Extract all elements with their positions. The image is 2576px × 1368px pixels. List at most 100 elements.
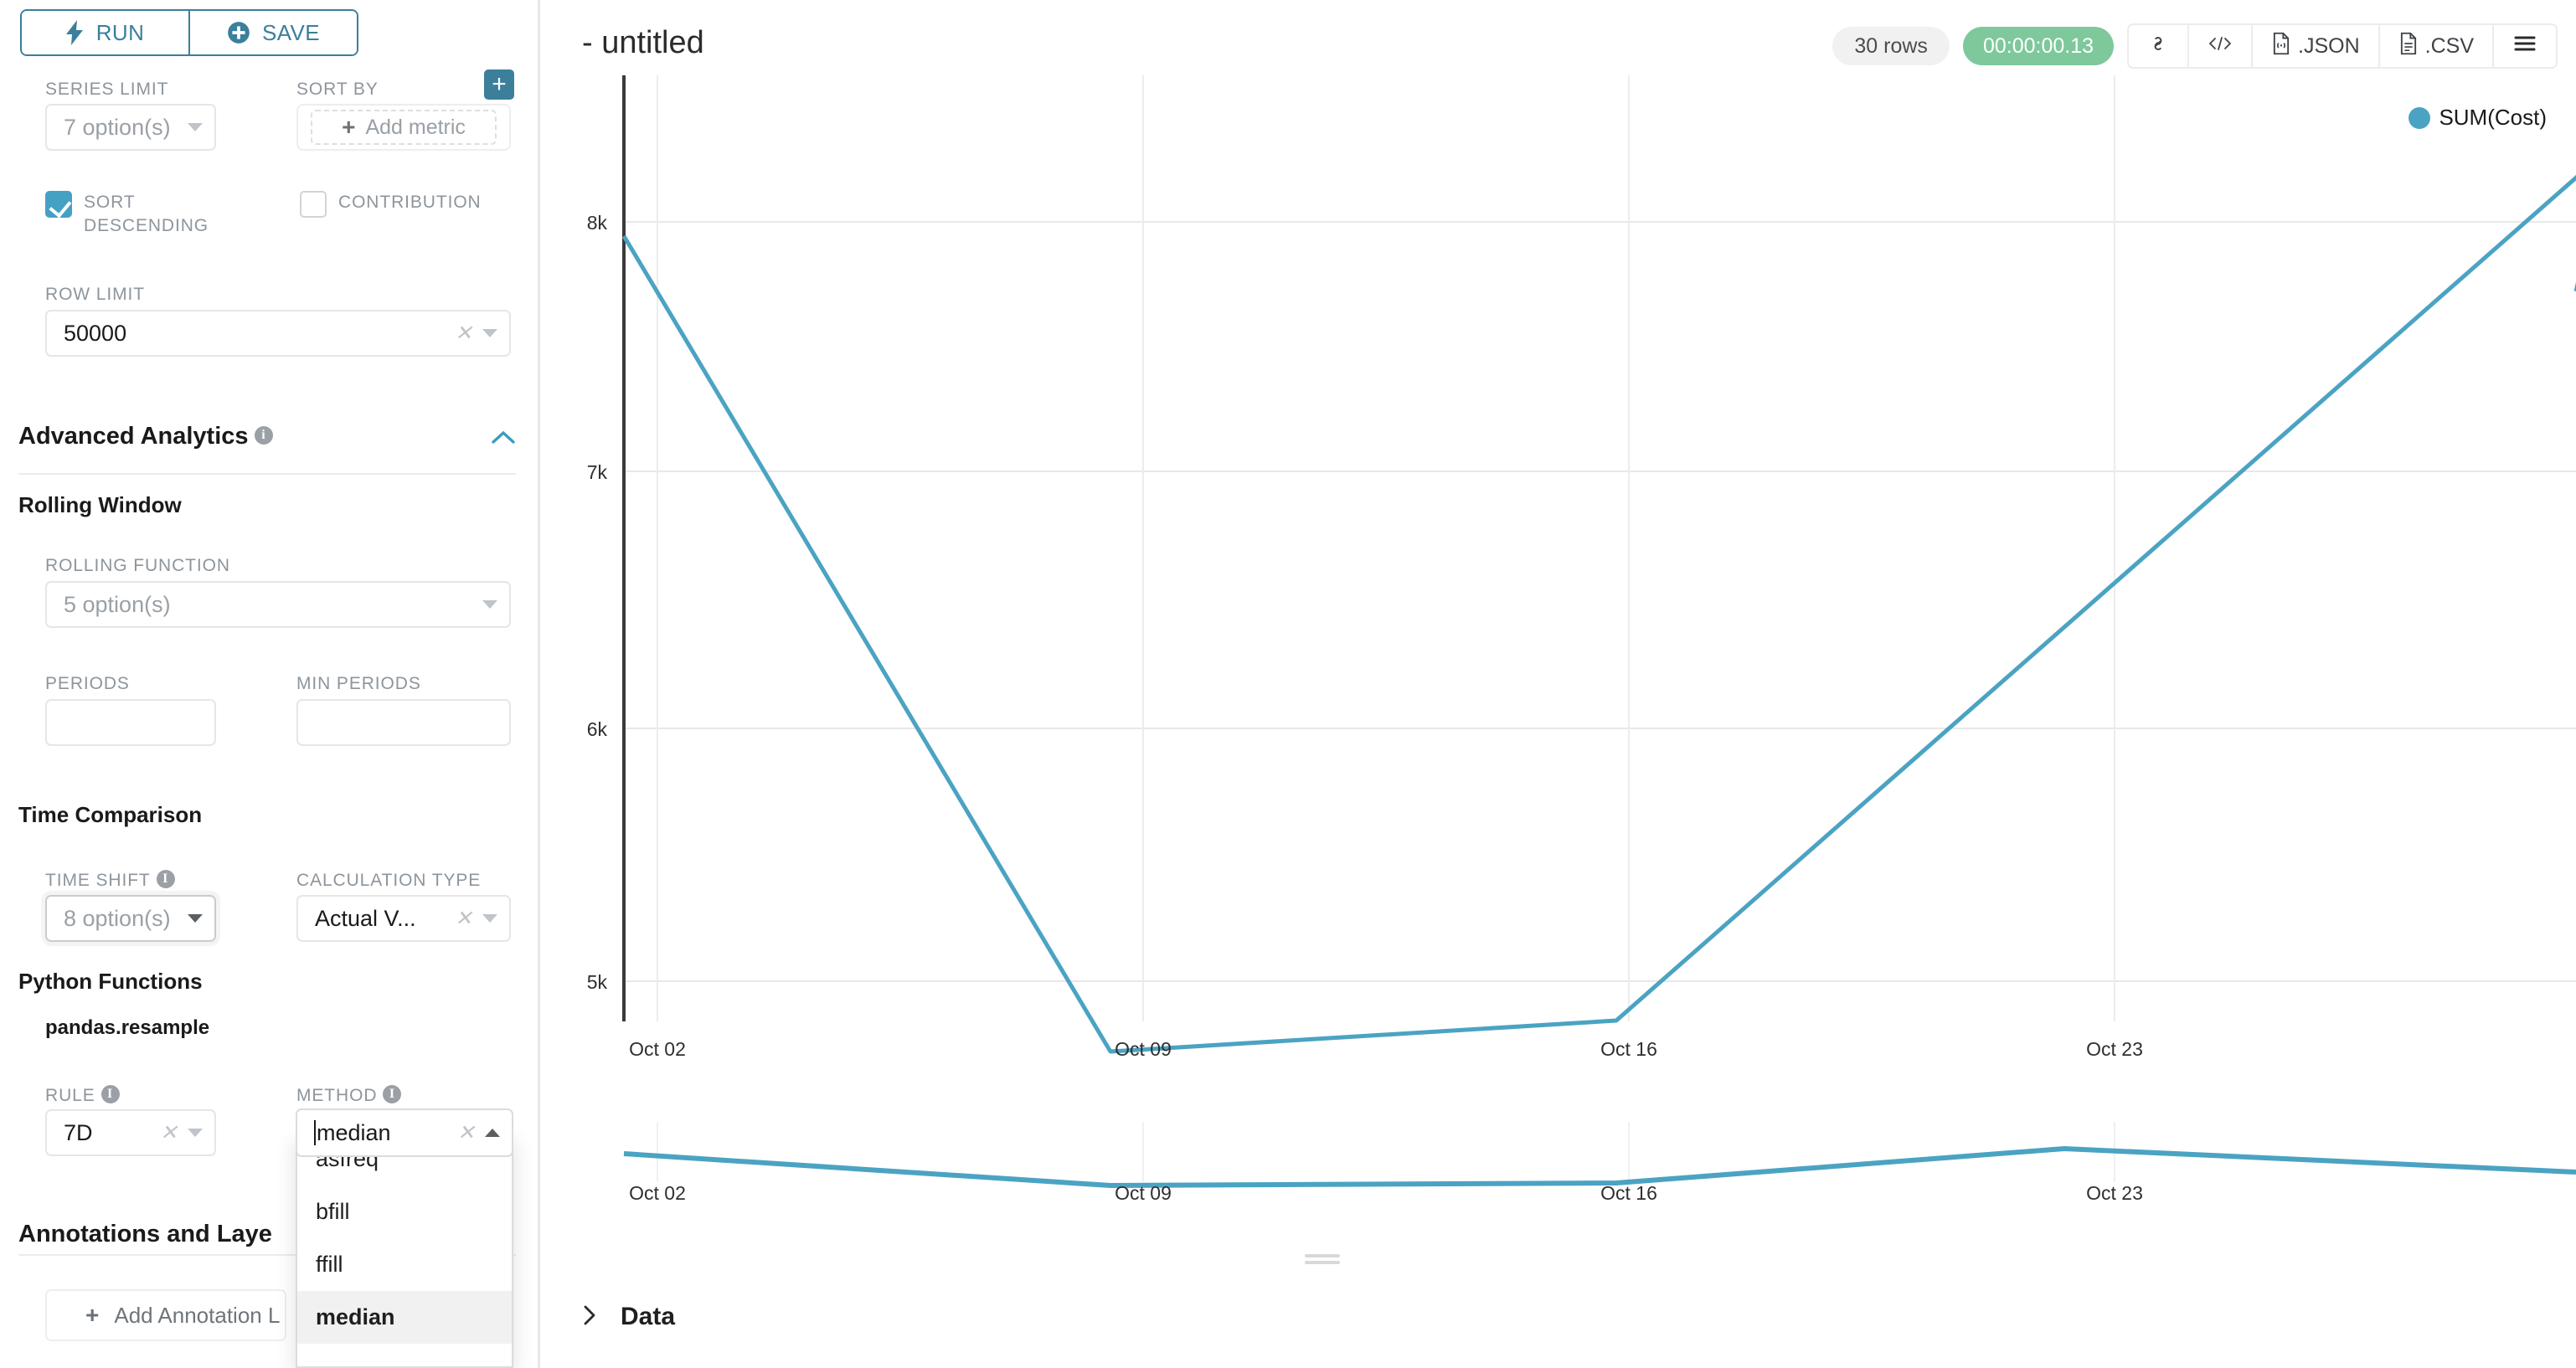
rule-value: 7D [64,1119,93,1145]
chevron-up-icon [485,1129,500,1137]
text-cursor [314,1119,316,1145]
info-icon[interactable]: i [254,426,273,445]
brush-x-tick-oct-09: Oct 09 [1115,1182,1172,1204]
sort-descending-label: SORT DESCENDING [84,193,209,235]
calculation-type-value: Actual V... [315,905,416,931]
checkbox-box [45,191,72,218]
chart-gridlines [624,221,2576,982]
x-tick-oct-02: Oct 02 [629,1038,686,1060]
add-metric-label: Add metric [365,115,466,139]
share-link-button[interactable] [2129,25,2187,67]
series-limit-select[interactable]: 7 option(s) [45,104,216,151]
run-button[interactable]: RUN [22,11,188,54]
download-csv-button[interactable]: .CSV [2378,25,2492,67]
clear-icon[interactable]: ✕ [455,321,472,345]
advanced-analytics-heading[interactable]: Advanced Analytics i [18,423,273,450]
chart-brush-slider[interactable]: Oct 02 Oct 09 Oct 16 Oct 23 [540,1113,2576,1214]
series-line-sum-cost [621,174,2576,1054]
info-icon[interactable]: i [383,1085,402,1104]
sort-by-dropzone: + Add metric [296,104,511,151]
chart-header-actions: 30 rows 00:00:00.13 [1832,23,2558,69]
chevron-down-icon [482,600,497,609]
periods-input[interactable] [45,699,216,746]
add-metric-button[interactable]: + Add metric [311,110,497,145]
python-functions-heading: Python Functions [18,969,203,994]
chart-legend[interactable]: SUM(Cost) [2409,105,2547,131]
menu-item-bfill[interactable]: bfill [316,1199,350,1224]
rule-select[interactable]: 7D ✕ [45,1109,216,1156]
clear-icon[interactable]: ✕ [457,1120,475,1144]
info-icon[interactable]: i [100,1085,120,1104]
run-save-button-group: RUN SAVE [20,9,358,56]
brush-gridlines [657,1122,2115,1182]
clear-icon[interactable]: ✕ [160,1120,178,1144]
min-periods-input[interactable] [296,699,511,746]
file-csv-icon [2398,32,2419,61]
chevron-down-icon [188,1129,203,1137]
clear-icon[interactable]: ✕ [455,906,472,930]
method-label: METHOD i [296,1085,402,1106]
line-chart[interactable]: 8k 7k 6k 5k Oct 02 Oct 09 Oct 16 Oct 23 [540,75,2576,1105]
control-panel-sidebar: RUN SAVE SERIES LIMIT 7 option(s) SORT B… [0,0,538,1368]
plus-icon: + [85,1302,100,1328]
rule-label: RULE i [45,1085,120,1106]
calculation-type-label: CALCULATION TYPE [296,871,482,890]
info-icon[interactable]: i [156,870,175,889]
chart-svg [621,75,2576,1054]
sort-descending-checkbox[interactable]: SORT DESCENDING [45,191,226,237]
hamburger-icon [2512,34,2537,59]
y-tick-6k: 6k [586,718,607,740]
method-select[interactable]: median ✕ [296,1108,513,1157]
contribution-checkbox[interactable]: CONTRIBUTION [300,191,482,218]
menu-item-ffill[interactable]: ffill [316,1252,343,1277]
add-annotation-layer-label: Add Annotation L [114,1302,281,1328]
method-dropdown-menu: asfreq bfill ffill median [296,1133,513,1368]
time-comparison-heading: Time Comparison [18,802,203,827]
row-limit-label: ROW LIMIT [45,285,145,304]
chart-vertical-gridlines [657,75,2115,1021]
add-sort-metric-button[interactable]: + [484,69,514,100]
min-periods-label: MIN PERIODS [296,674,421,693]
legend-label-sum-cost: SUM(Cost) [2439,105,2547,130]
rolling-function-label: ROLLING FUNCTION [45,556,230,575]
chevron-right-icon [582,1304,599,1331]
resize-handle[interactable] [1305,1254,1340,1265]
menu-item-median[interactable]: median [297,1291,512,1344]
code-icon [2208,33,2233,59]
data-panel-toggle[interactable]: Data [582,1303,675,1331]
download-json-button[interactable]: .JSON [2251,25,2378,67]
divider [18,473,516,475]
panel-divider[interactable] [538,0,540,1368]
download-csv-label: .CSV [2424,33,2474,58]
more-menu-button[interactable] [2492,25,2556,67]
periods-label: PERIODS [45,674,130,693]
time-shift-select[interactable]: 8 option(s) [45,895,216,942]
rolling-window-heading: Rolling Window [18,492,182,517]
download-json-label: .JSON [2298,33,2360,58]
save-button[interactable]: SAVE [188,11,357,54]
view-query-button[interactable] [2187,25,2251,67]
brush-x-tick-oct-23: Oct 23 [2086,1182,2143,1204]
data-panel-label: Data [621,1303,676,1330]
calculation-type-select[interactable]: Actual V... ✕ [296,895,511,942]
page-title[interactable]: - untitled [582,25,704,60]
series-limit-value: 7 option(s) [64,114,171,140]
row-limit-select[interactable]: 50000 ✕ [45,310,511,357]
method-value: median [314,1119,457,1146]
duration-badge: 00:00:00.13 [1962,27,2115,65]
rolling-function-select[interactable]: 5 option(s) [45,581,511,628]
brush-x-tick-oct-16: Oct 16 [1600,1182,1657,1204]
y-tick-5k: 5k [586,971,607,993]
chevron-up-icon[interactable] [491,429,516,447]
brush-svg [623,1122,2576,1188]
add-annotation-layer-button[interactable]: + Add Annotation L [45,1289,286,1341]
chevron-down-icon [188,914,203,923]
save-button-label: SAVE [261,19,321,45]
plus-circle-icon [227,21,250,44]
annotations-heading[interactable]: Annotations and Laye [18,1221,272,1247]
row-limit-value: 50000 [64,320,127,346]
rolling-function-value: 5 option(s) [64,591,171,617]
series-limit-label: SERIES LIMIT [45,80,169,99]
contribution-label: CONTRIBUTION [338,193,482,212]
